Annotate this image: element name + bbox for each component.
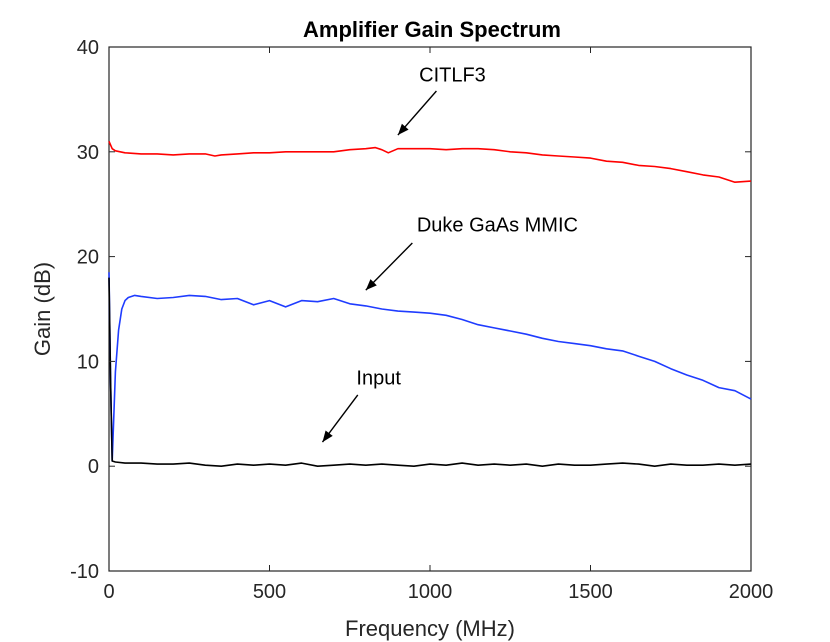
series-line-1 bbox=[108, 272, 752, 462]
y-tick-label: 20 bbox=[77, 247, 99, 269]
x-tick-label: 1000 bbox=[408, 581, 453, 603]
annotation-arrowhead bbox=[397, 123, 409, 136]
series-line-2 bbox=[108, 277, 752, 468]
plot-area bbox=[108, 46, 752, 572]
x-axis-title: Frequency (MHz) bbox=[345, 616, 515, 641]
y-tick-label: 30 bbox=[77, 142, 99, 164]
annotation-arrowhead bbox=[365, 279, 377, 291]
x-tick-label: 500 bbox=[253, 581, 286, 603]
series-line-0 bbox=[108, 140, 752, 183]
annotation-arrowhead bbox=[322, 430, 333, 443]
y-tick-label: 0 bbox=[88, 456, 99, 478]
chart-title: Amplifier Gain Spectrum bbox=[303, 17, 561, 42]
x-tick-label: 0 bbox=[103, 581, 114, 603]
annotation-layer: CITLF3 Duke GaAs MMIC Input bbox=[321, 65, 578, 443]
series-layer bbox=[108, 140, 752, 468]
annotation-label: Input bbox=[356, 367, 401, 389]
y-tick-label: -10 bbox=[70, 561, 99, 583]
y-tick-label: 40 bbox=[77, 37, 99, 59]
y-tick-label: 10 bbox=[77, 351, 99, 373]
annotation-label: CITLF3 bbox=[419, 65, 486, 87]
x-tick-label: 2000 bbox=[729, 581, 774, 603]
x-tick-label: 1500 bbox=[568, 581, 613, 603]
annotation-label: Duke GaAs MMIC bbox=[417, 214, 578, 236]
y-axis-title: Gain (dB) bbox=[30, 262, 55, 356]
